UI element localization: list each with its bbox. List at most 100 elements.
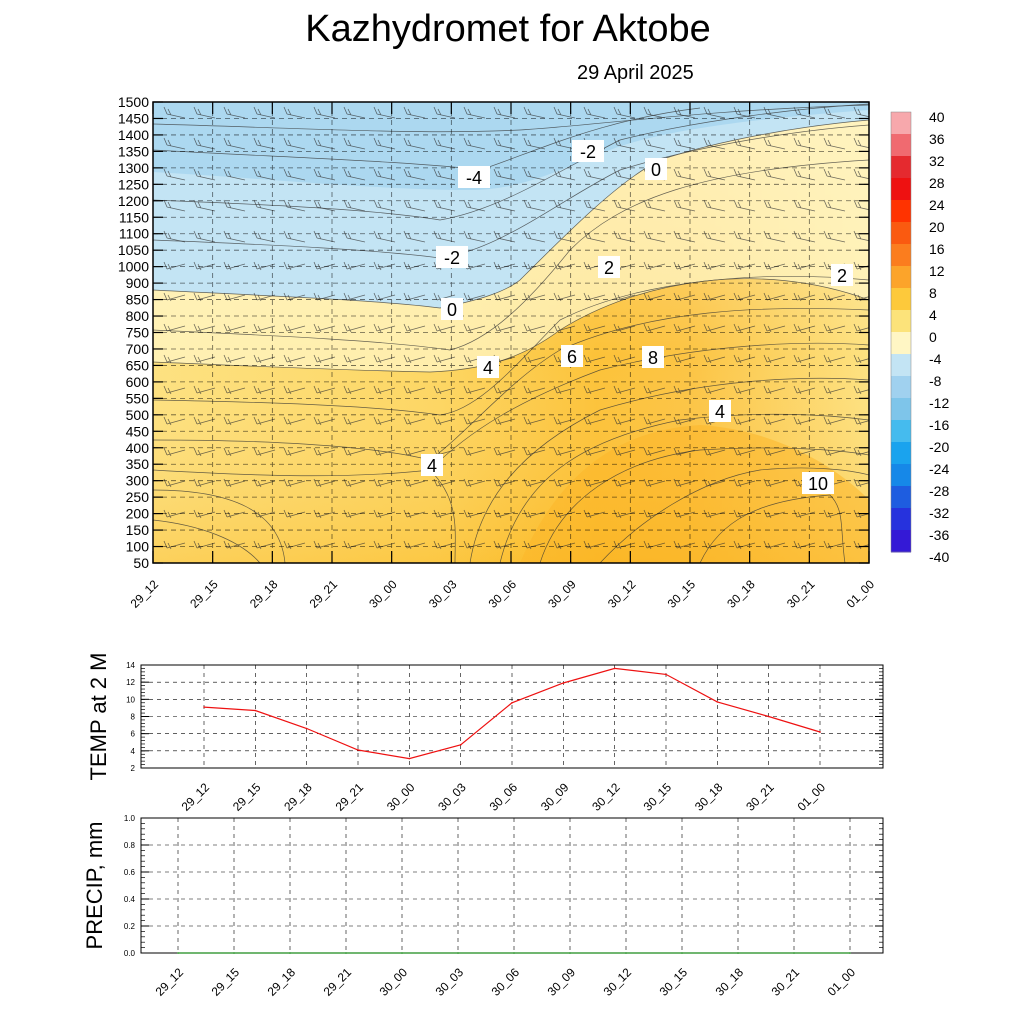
temp-ytick-label: 2 xyxy=(131,764,136,773)
wind-barb xyxy=(493,106,516,119)
colorbar-label: -20 xyxy=(929,439,949,455)
wind-barb xyxy=(823,199,846,212)
wind-barb xyxy=(673,416,696,426)
contour-label: 4 xyxy=(427,456,437,476)
wind-barb xyxy=(613,385,636,395)
wind-barb xyxy=(673,106,696,119)
wind-barb xyxy=(523,416,546,426)
colorbar-label: 36 xyxy=(929,131,945,147)
wind-barb xyxy=(523,385,546,395)
colorbar-segment xyxy=(891,354,911,377)
cs-ytick-label: 100 xyxy=(126,539,150,555)
colorbar-segment xyxy=(891,200,911,223)
cs-ytick-label: 850 xyxy=(126,292,150,308)
temp-data-point xyxy=(357,749,359,751)
wind-barb xyxy=(703,292,726,302)
wind-barb xyxy=(793,168,816,181)
temp-data-point xyxy=(408,757,411,760)
wind-barb xyxy=(733,106,756,119)
wind-barb xyxy=(553,509,576,519)
precip-data-point xyxy=(457,952,459,954)
wind-barb xyxy=(403,137,426,150)
precip-data-point xyxy=(345,952,347,954)
wind-barb xyxy=(223,416,246,426)
colorbar-segment xyxy=(891,464,911,487)
cs-ytick-label: 550 xyxy=(126,390,150,406)
colorbar-segment xyxy=(891,222,911,245)
temp-xtick-label: 30_06 xyxy=(487,780,521,814)
contour-label: 4 xyxy=(483,358,493,378)
contour-label-bg xyxy=(645,158,667,180)
wind-barb xyxy=(283,106,306,119)
precip-data-point xyxy=(401,952,403,954)
colorbar-frame xyxy=(890,111,912,553)
wind-barb xyxy=(463,106,486,119)
cs-ytick-label: 750 xyxy=(126,325,150,341)
wind-barb xyxy=(553,385,576,395)
wind-barb xyxy=(733,292,756,302)
wind-barb xyxy=(643,478,666,488)
cs-xtick-label: 29_21 xyxy=(307,577,341,611)
temp-data-point xyxy=(562,682,565,684)
cs-ytick-label: 1000 xyxy=(118,259,149,275)
wind-barb xyxy=(613,106,636,119)
wind-barb xyxy=(223,199,246,212)
precip-data-point xyxy=(737,952,739,954)
wind-barb xyxy=(643,416,666,426)
colorbar-segment xyxy=(891,112,911,135)
temp-data-point xyxy=(459,744,462,746)
cs-xtick-label: 30_09 xyxy=(545,577,579,611)
wind-barb xyxy=(793,323,816,333)
wind-barb xyxy=(703,137,726,150)
temp-xtick-label: 30_09 xyxy=(538,780,572,814)
wind-barb xyxy=(403,478,426,488)
temp-ytick-label: 14 xyxy=(126,661,135,670)
wind-barb xyxy=(223,323,246,333)
temp-xtick-label: 30_12 xyxy=(589,780,623,814)
temp-xtick-label: 29_18 xyxy=(281,780,315,814)
wind-barb xyxy=(433,354,456,364)
cs-contour-line xyxy=(153,159,869,351)
cs-ytick-label: 1350 xyxy=(118,143,149,159)
wind-barb xyxy=(823,292,846,302)
wind-barb xyxy=(823,540,846,550)
temp-data-point xyxy=(716,701,719,703)
wind-barb xyxy=(463,478,486,488)
wind-barb xyxy=(283,509,306,519)
wind-barb xyxy=(193,509,216,519)
wind-barb xyxy=(313,385,336,395)
wind-barb xyxy=(613,168,636,181)
wind-barb xyxy=(733,168,756,181)
wind-barb xyxy=(733,323,756,333)
wind-barb xyxy=(163,292,186,302)
wind-barb xyxy=(583,416,606,426)
wind-barb xyxy=(583,106,606,119)
wind-barb xyxy=(343,323,366,333)
temp-xtick-label: 30_00 xyxy=(384,780,418,814)
wind-barb xyxy=(733,478,756,488)
colorbar-label: 8 xyxy=(929,285,937,301)
wind-barb xyxy=(193,292,216,302)
wind-barb xyxy=(493,137,516,150)
contour-label-bg xyxy=(561,345,583,367)
wind-barb xyxy=(823,354,846,364)
contour-label-bg xyxy=(572,140,604,162)
colorbar-label: 12 xyxy=(929,263,945,279)
contour-label: -4 xyxy=(466,168,482,188)
cs-ytick-label: 900 xyxy=(126,275,150,291)
wind-barb xyxy=(763,478,786,488)
cs-xtick-label: 29_15 xyxy=(187,577,221,611)
precip-data-point xyxy=(513,952,515,954)
wind-barb xyxy=(703,447,726,457)
wind-barb xyxy=(403,323,426,333)
wind-barb xyxy=(703,385,726,395)
wind-barb xyxy=(403,416,426,426)
wind-barb xyxy=(403,168,426,181)
wind-barb xyxy=(283,385,306,395)
wind-barb xyxy=(253,385,276,395)
wind-barb xyxy=(403,106,426,119)
cs-ytick-label: 1300 xyxy=(118,160,149,176)
wind-barb xyxy=(853,478,869,488)
colorbar-segment xyxy=(891,420,911,443)
wind-barb xyxy=(763,385,786,395)
